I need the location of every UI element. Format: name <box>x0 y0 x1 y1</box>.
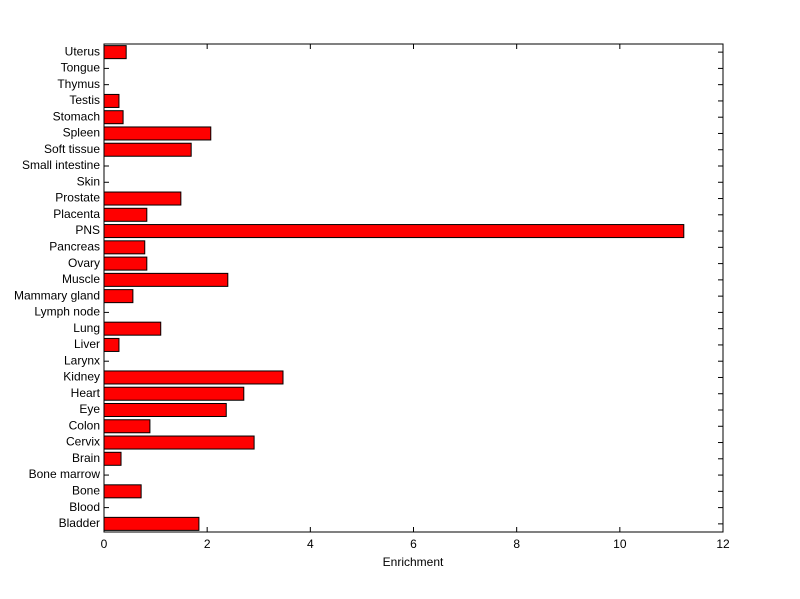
y-tick-label: Heart <box>71 386 101 400</box>
bar <box>103 321 162 336</box>
y-tick-label: Placenta <box>53 207 100 221</box>
y-tick-label: Blood <box>69 500 100 514</box>
y-tick-label: Testis <box>69 93 100 107</box>
x-tick-label: 0 <box>101 537 108 551</box>
y-tick-label: PNS <box>75 223 100 237</box>
bar <box>103 419 151 434</box>
y-tick-label: Soft tissue <box>44 142 100 156</box>
x-tick-label: 6 <box>410 537 417 551</box>
y-tick-label: Bone <box>72 484 100 498</box>
bar <box>103 402 227 418</box>
x-tick-label: 8 <box>513 537 520 551</box>
x-tick-label: 4 <box>307 537 314 551</box>
bar <box>103 93 120 108</box>
y-tick-label: Small intestine <box>22 158 100 172</box>
y-tick-label: Muscle <box>62 272 100 286</box>
y-tick-label: Liver <box>74 337 100 351</box>
y-tick-label: Brain <box>72 451 100 465</box>
y-tick-label: Eye <box>79 402 100 416</box>
y-tick-label: Uterus <box>65 44 100 58</box>
bar <box>103 337 120 352</box>
bar <box>103 207 148 222</box>
x-tick-label: 10 <box>613 537 627 551</box>
y-tick-label: Kidney <box>63 370 100 384</box>
y-tick-label: Cervix <box>66 435 100 449</box>
bar <box>103 224 685 239</box>
bar <box>103 516 200 531</box>
bar <box>103 256 148 271</box>
y-tick-label: Colon <box>69 418 100 432</box>
bar <box>103 272 229 287</box>
bar <box>103 370 284 385</box>
bar <box>103 45 127 60</box>
y-tick-label: Bladder <box>59 516 100 530</box>
y-tick-label: Thymus <box>57 77 100 91</box>
bar <box>103 110 124 125</box>
bar <box>103 451 122 466</box>
bar <box>103 142 192 157</box>
y-tick-label: Skin <box>77 174 100 188</box>
y-tick-label: Larynx <box>64 353 100 367</box>
bar <box>103 240 146 255</box>
y-tick-label: Lymph node <box>34 305 100 319</box>
y-tick-label: Ovary <box>68 256 100 270</box>
bar <box>103 126 212 141</box>
bar <box>103 191 182 206</box>
bar <box>103 435 255 450</box>
bar <box>103 289 134 304</box>
y-tick-label: Tongue <box>61 61 101 75</box>
y-tick-label: Lung <box>73 321 100 335</box>
y-tick-label: Stomach <box>53 109 100 123</box>
x-tick-label: 12 <box>716 537 730 551</box>
plot-frame <box>103 43 724 533</box>
y-tick-label: Prostate <box>55 191 100 205</box>
x-axis-label: Enrichment <box>383 555 444 569</box>
y-tick-label: Mammary gland <box>14 288 100 302</box>
x-tick-label: 2 <box>204 537 211 551</box>
bar <box>103 386 245 401</box>
y-tick-label: Spleen <box>63 126 100 140</box>
y-tick-label: Pancreas <box>49 240 100 254</box>
y-tick-label: Bone marrow <box>29 467 101 481</box>
bar <box>103 484 142 499</box>
